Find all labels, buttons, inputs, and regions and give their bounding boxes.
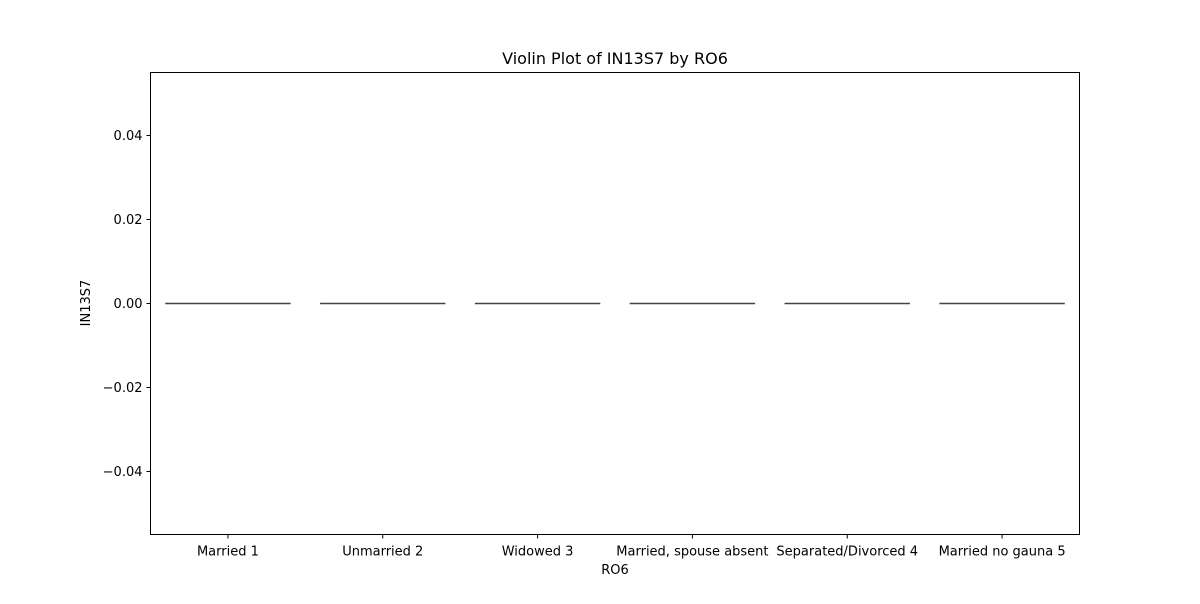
y-tick-label: −0.02 [103, 381, 143, 396]
x-tick-label: Married no gauna 5 [939, 545, 1066, 560]
y-tick-label: −0.04 [103, 465, 143, 480]
x-axis: Married 1 Unmarried 2 Widowed 3 Married, sp… [197, 534, 1066, 560]
x-tick-label: Widowed 3 [502, 545, 574, 560]
y-tick-label: 0.04 [114, 129, 143, 144]
x-tick-label: Married, spouse absent [616, 545, 768, 560]
y-axis: 0.04 0.02 0.00 −0.02 −0.04 [103, 129, 151, 480]
x-axis-label: RO6 [601, 563, 629, 578]
x-tick-label: Married 1 [197, 545, 259, 560]
x-tick-label: Unmarried 2 [342, 545, 423, 560]
y-tick-label: 0.00 [114, 297, 143, 312]
y-axis-label: IN13S7 [79, 280, 94, 327]
chart-title: Violin Plot of IN13S7 by RO6 [502, 49, 728, 68]
x-tick-label: Separated/Divorced 4 [776, 545, 918, 560]
y-tick-label: 0.02 [114, 213, 143, 228]
